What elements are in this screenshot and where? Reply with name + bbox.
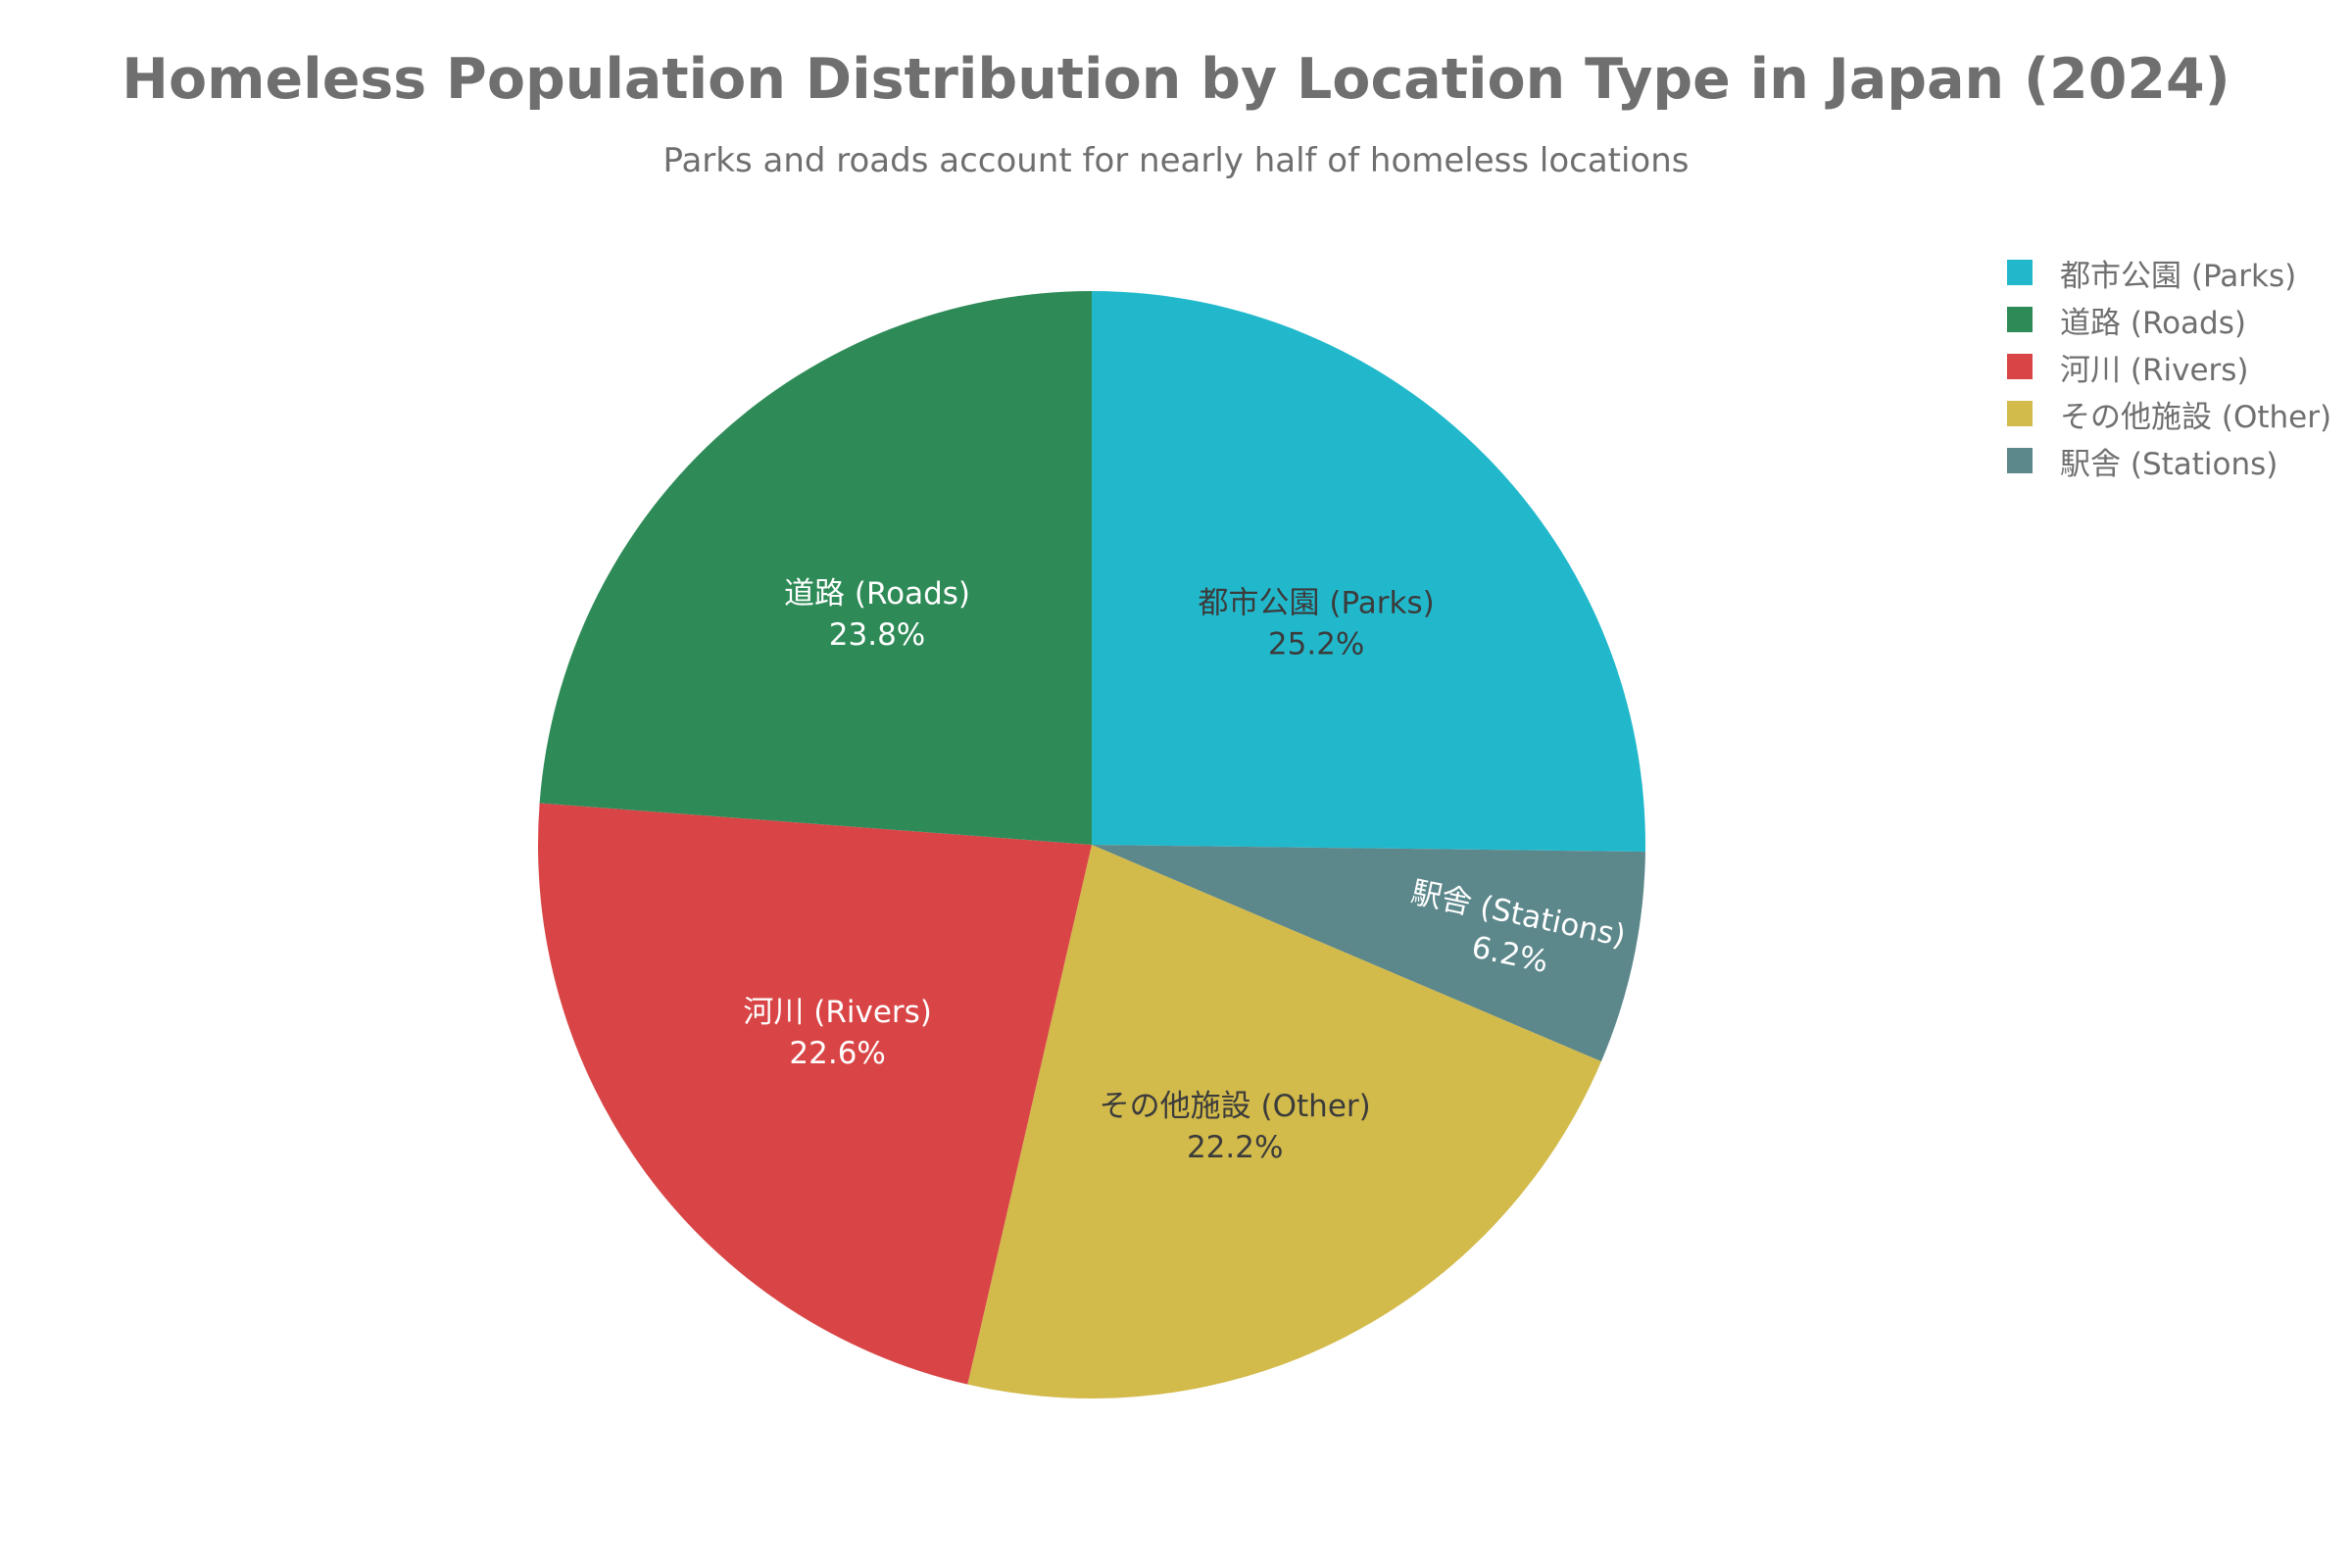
slice-value-label: 25.2% [1268,627,1364,662]
legend-swatch [2007,354,2033,379]
pie-slice-3[interactable] [538,803,1092,1385]
slice-value-label: 22.2% [1187,1130,1283,1165]
slice-category-label: その他施設 (Other) [1100,1089,1371,1124]
legend-label: 都市公園 (Parks) [2060,258,2297,294]
pie-slice-2[interactable] [967,845,1601,1399]
pie-slice-label-0: 都市公園 (Parks) 25.2% [1199,586,1435,662]
pie-slice-label-4: 道路 (Roads) 23.8% [784,576,970,653]
pie-slice-label-2: その他施設 (Other) 22.2% [1100,1089,1371,1165]
pie-slice-4[interactable] [539,291,1092,845]
legend-swatch [2007,401,2033,426]
legend-label: 駅舎 (Stations) [2060,446,2278,482]
legend-swatch [2007,307,2033,332]
slice-category-label: 都市公園 (Parks) [1199,586,1435,621]
legend-label: その他施設 (Other) [2060,399,2332,435]
legend: 都市公園 (Parks) 道路 (Roads) 河川 (Rivers) その他施… [2007,249,2331,484]
legend-label: 河川 (Rivers) [2060,352,2249,388]
slice-value-label: 22.6% [789,1036,885,1071]
chart-subtitle: Parks and roads account for nearly half … [662,141,1690,180]
legend-item-roads[interactable]: 道路 (Roads) [2007,296,2331,343]
legend-item-stations[interactable]: 駅舎 (Stations) [2007,437,2331,484]
legend-item-rivers[interactable]: 河川 (Rivers) [2007,343,2331,390]
legend-swatch [2007,260,2033,285]
pie-slice-0[interactable] [1092,291,1645,853]
legend-item-parks[interactable]: 都市公園 (Parks) [2007,249,2331,296]
pie-slice-labels: 都市公園 (Parks) 25.2%駅舎 (Stations)6.2%その他施設 … [743,576,1629,1165]
pie-slice-label-3: 河川 (Rivers) 22.6% [743,995,932,1071]
legend-item-other[interactable]: その他施設 (Other) [2007,390,2331,437]
chart-title: Homeless Population Distribution by Loca… [122,47,2230,112]
pie-slice-1[interactable] [1092,845,1645,1062]
slice-value-label: 23.8% [829,617,925,653]
slice-category-label: 河川 (Rivers) [743,995,932,1030]
legend-swatch [2007,448,2033,473]
slice-category-label: 道路 (Roads) [784,576,970,612]
legend-label: 道路 (Roads) [2060,305,2246,341]
pie-slices [538,291,1645,1399]
